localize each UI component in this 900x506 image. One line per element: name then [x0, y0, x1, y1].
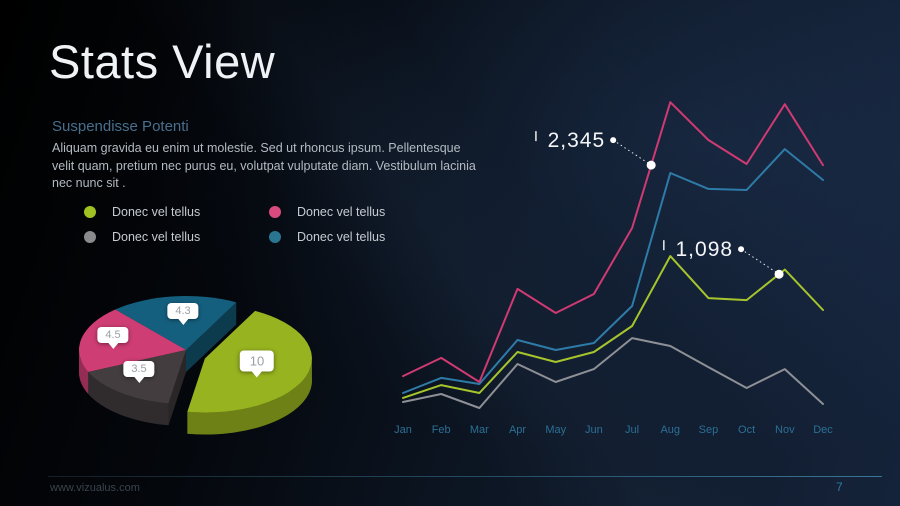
line-chart: Jan Feb Mar Apr May Jun Jul Aug Sep Oct Nov Dec 2,34… [378, 85, 853, 445]
legend-item-label: Donec vel tellus [297, 230, 386, 244]
pie-slice [79, 309, 186, 373]
callout: 2,345 [535, 129, 656, 170]
pie-chart-svg [78, 296, 312, 435]
chart-legend: Donec vel tellus Donec vel tellus Donec ve… [84, 205, 454, 244]
legend-item-label: Donec vel tellus [297, 205, 386, 219]
footer-divider [48, 476, 882, 477]
line-series [402, 148, 824, 394]
legend-swatch-icon [269, 206, 281, 218]
pie-slice-wall [79, 350, 89, 395]
pie-value-tooltip: 4.3 [167, 303, 199, 325]
intro-heading: Suspendisse Potenti [52, 118, 189, 135]
x-axis-tick-label: Aug [660, 424, 680, 436]
pie-value-tooltip: 4.5 [97, 327, 129, 349]
legend-item-label: Donec vel tellus [112, 230, 201, 244]
legend-swatch-icon [84, 206, 96, 218]
legend-item: Donec vel tellus [269, 205, 454, 219]
callout: 1,098 [663, 238, 784, 279]
legend-swatch-icon [84, 231, 96, 243]
pie-chart: 10 3.5 4.5 4.3 [53, 273, 363, 448]
callout-tick-icon [535, 131, 537, 142]
pie-value-tooltip: 3.5 [123, 361, 155, 383]
footer-website: www.vizualus.com [50, 482, 140, 494]
callout-anchor-dot-icon [646, 160, 656, 170]
callout-label-dot-icon [610, 137, 617, 144]
x-axis-tick-label: Oct [738, 424, 755, 436]
line-chart-svg: Jan Feb Mar Apr May Jun Jul Aug Sep Oct Nov Dec 2,34… [386, 101, 838, 436]
intro-paragraph: Aliquam gravida eu enim ut molestie. Sed… [52, 141, 476, 190]
x-axis-tick-label: Dec [813, 424, 833, 436]
callout-connector [612, 139, 652, 166]
callout-anchor-dot-icon [774, 269, 784, 279]
callout-label-dot-icon [738, 246, 745, 253]
legend-item-label: Donec vel tellus [112, 205, 201, 219]
x-axis-tick-label: Apr [509, 424, 526, 436]
callout-value-label: 2,345 [548, 129, 606, 152]
pie-slice-cut-wall [186, 302, 237, 372]
page-number: 7 [836, 480, 843, 494]
pie-value-tooltip: 10 [239, 350, 275, 378]
page-title: Stats View [49, 35, 276, 88]
callout-connector [740, 248, 780, 275]
x-axis-tick-label: Sep [699, 424, 719, 436]
legend-item: Donec vel tellus [84, 205, 269, 219]
callout-value-label: 1,098 [676, 238, 734, 261]
x-axis-tick-label: Jan [394, 424, 412, 436]
pie-slice-wall [187, 358, 312, 435]
intro-block: Suspendisse Potenti Aliquam gravida eu e… [52, 118, 484, 193]
legend-swatch-icon [269, 231, 281, 243]
x-axis-tick-label: Nov [775, 424, 795, 436]
legend-item: Donec vel tellus [269, 230, 454, 244]
line-series [402, 255, 824, 399]
line-series [402, 337, 824, 409]
x-axis-tick-label: Jun [585, 424, 603, 436]
pie-slice-wall [88, 372, 169, 426]
callout-tick-icon [663, 240, 665, 251]
legend-item: Donec vel tellus [84, 230, 269, 244]
x-axis-tick-label: Jul [625, 424, 639, 436]
x-axis-tick-label: Feb [432, 424, 451, 436]
x-axis-tick-label: May [545, 424, 566, 436]
x-axis-tick-label: Mar [470, 424, 489, 436]
pie-slice [115, 296, 237, 350]
line-series [402, 101, 824, 383]
